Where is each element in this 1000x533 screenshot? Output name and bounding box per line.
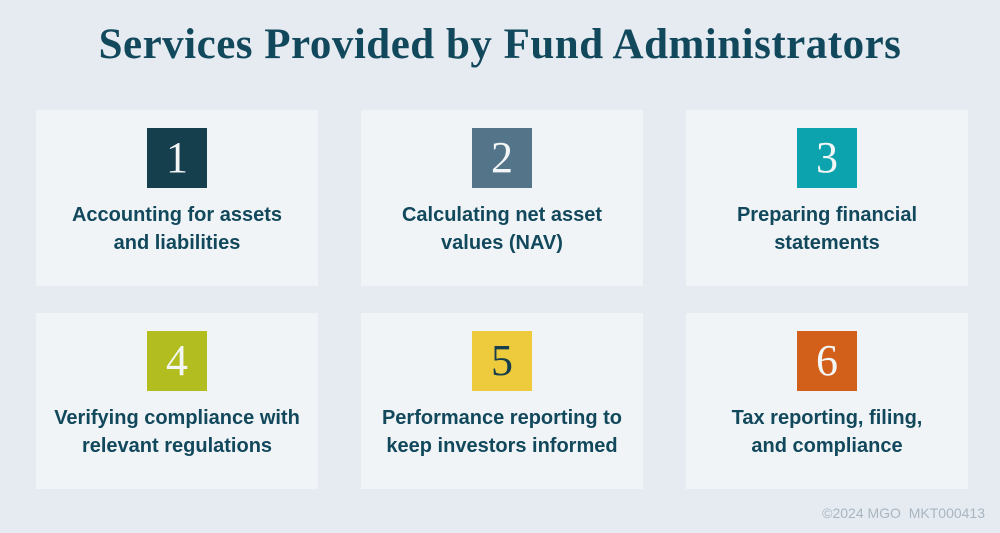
service-label-4: Verifying compliance with relevant regul… bbox=[54, 407, 300, 457]
service-label-1: Accounting for assets and liabilities bbox=[71, 204, 283, 254]
service-number-3: 3 bbox=[816, 133, 838, 182]
service-number-box-1: 1 bbox=[147, 128, 207, 188]
service-number-2: 2 bbox=[491, 133, 513, 182]
service-label-2: Calculating net asset values (NAV) bbox=[401, 204, 603, 254]
page-title: Services Provided by Fund Administrators bbox=[98, 21, 902, 68]
service-number-box-2: 2 bbox=[472, 128, 532, 188]
service-number-box-4: 4 bbox=[147, 331, 207, 391]
service-card-5: 5 Performance reporting to keep investor… bbox=[361, 313, 643, 489]
service-number-box-3: 3 bbox=[797, 128, 857, 188]
service-number-1: 1 bbox=[166, 133, 188, 182]
service-label-5: Performance reporting to keep investors … bbox=[381, 407, 623, 457]
service-card-6: 6 Tax reporting, filing, and compliance bbox=[686, 313, 968, 489]
service-number-5: 5 bbox=[491, 336, 513, 385]
services-grid: 1 Accounting for assets and liabilities … bbox=[0, 110, 1000, 489]
service-number-box-5: 5 bbox=[472, 331, 532, 391]
service-card-1: 1 Accounting for assets and liabilities bbox=[36, 110, 318, 286]
service-number-6: 6 bbox=[816, 336, 838, 385]
service-number-4: 4 bbox=[166, 336, 188, 385]
service-label-3: Preparing financial statements bbox=[736, 204, 918, 254]
service-card-4: 4 Verifying compliance with relevant reg… bbox=[36, 313, 318, 489]
service-card-2: 2 Calculating net asset values (NAV) bbox=[361, 110, 643, 286]
footer-credit: ©2024 MGO MKT000413 bbox=[822, 505, 985, 521]
service-number-box-6: 6 bbox=[797, 331, 857, 391]
service-card-3: 3 Preparing financial statements bbox=[686, 110, 968, 286]
service-label-6: Tax reporting, filing, and compliance bbox=[731, 407, 923, 457]
